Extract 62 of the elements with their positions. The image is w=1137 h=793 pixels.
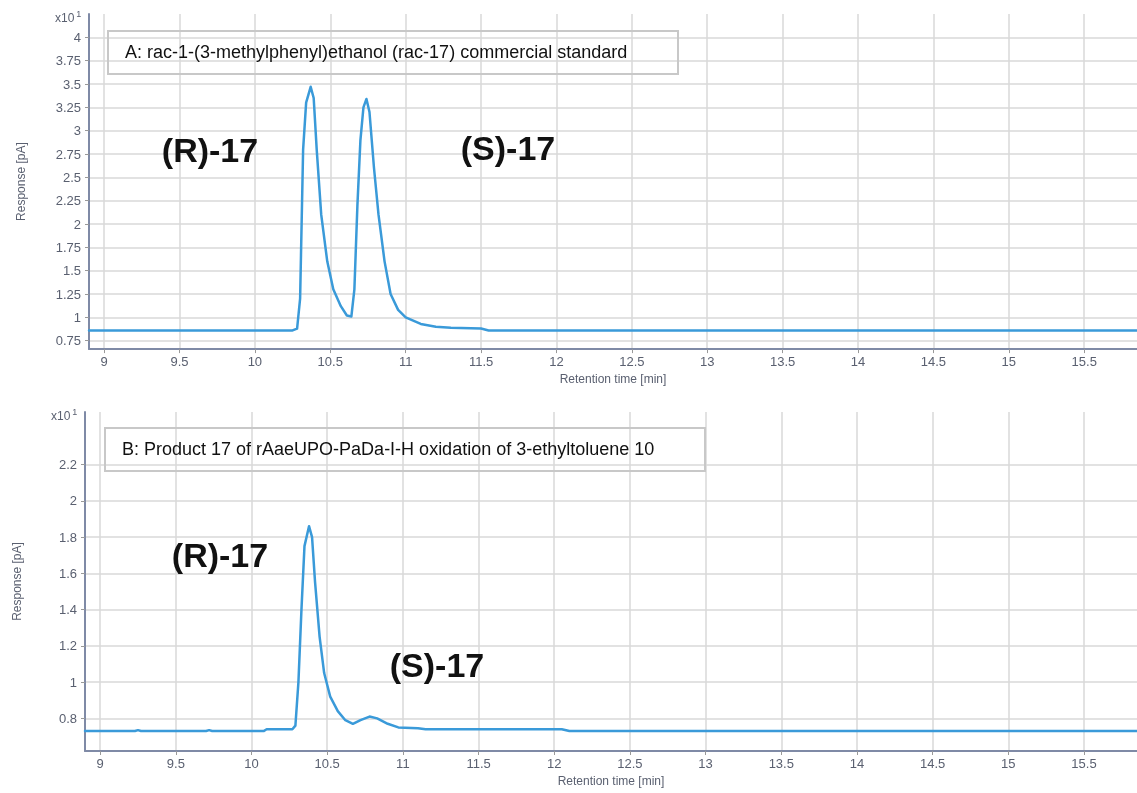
y-tick-label: 1.8 — [58, 529, 77, 545]
annotation: (S)-17 — [460, 129, 556, 167]
y-tick-label: 1 — [73, 309, 81, 325]
y-tick-label: 2.2 — [58, 457, 77, 473]
y-tick-label: 2.5 — [62, 169, 81, 185]
x-tick-label: 10 — [247, 354, 263, 370]
y-tick-label: 0.75 — [55, 333, 81, 349]
y-tick-label: 4 — [73, 29, 81, 45]
x-tick-label: 10.5 — [317, 354, 343, 370]
x-tick-label: 14 — [849, 756, 865, 771]
y-tick-label: 1.2 — [58, 638, 77, 654]
x-tick-label: 14.5 — [920, 756, 946, 771]
line-series — [87, 85, 1137, 332]
x-tick-label: 12 — [547, 756, 562, 771]
x-tick-label: 14 — [850, 354, 866, 370]
x-tick-label: 12.5 — [619, 354, 645, 370]
x-tick-label: 15.5 — [1071, 354, 1097, 370]
x-tick-label: 10.5 — [314, 756, 340, 771]
y-tick-label: 1.6 — [58, 565, 77, 581]
x-tick-label: 15 — [1001, 756, 1016, 771]
y-axis-title: Response [pA] — [14, 142, 28, 221]
y-tick-label: 2 — [73, 216, 81, 232]
y-tick-label: 2.25 — [55, 193, 81, 209]
y-tick-label: 2 — [69, 493, 77, 509]
annotation: (R)-17 — [171, 536, 269, 574]
y-tick-label: 3.75 — [55, 53, 81, 69]
x-tick-label: 13.5 — [768, 756, 794, 771]
x-axis-title: Retention time [min] — [557, 773, 665, 788]
y-tick-label: 0.8 — [58, 710, 77, 726]
annotation: (S)-17 — [389, 646, 485, 684]
x-tick-label: 13.5 — [769, 354, 796, 370]
y-tick-label: 3.5 — [62, 76, 81, 92]
x-axis-title: Retention time [min] — [559, 372, 667, 386]
x-tick-label: 13 — [698, 756, 713, 771]
x-tick-label: 9 — [96, 756, 104, 771]
x-tick-label: 15 — [1001, 354, 1017, 370]
text: A: rac-1-(3-methylphenyl)ethanol (rac-17) commercial standard — [107, 30, 680, 75]
x-tick-label: 9.5 — [170, 354, 189, 370]
x-tick-label: 13 — [700, 354, 715, 370]
annotation: (R)-17 — [161, 131, 259, 169]
y-tick-label: 1.5 — [62, 263, 81, 279]
y-axis-title: Response [pA] — [10, 542, 24, 621]
y-tick-label: 3 — [73, 123, 81, 139]
x-tick-label: 12 — [549, 354, 564, 370]
text: B: Product 17 of rAaeUPO-PaDa-I-H oxidation of 3-ethyltoluene 10 — [104, 427, 707, 472]
x-tick-label: 11 — [396, 756, 410, 771]
y-tick-label: 1.75 — [55, 239, 81, 255]
x-tick-label: 11.5 — [466, 756, 491, 771]
x-tick-label: 9.5 — [166, 756, 185, 771]
line-series — [83, 524, 1137, 733]
x-tick-label: 10 — [244, 756, 259, 771]
y-tick-label: 2.75 — [55, 146, 81, 162]
x-tick-label: 9 — [100, 354, 108, 370]
x-tick-label: 12.5 — [617, 756, 643, 771]
y-tick-label: 1.4 — [58, 602, 77, 618]
y-tick-label: 3.25 — [55, 99, 81, 115]
x-tick-label: 15.5 — [1071, 756, 1097, 771]
y-tick-label: 1 — [69, 674, 77, 690]
y-tick-label: 1.25 — [55, 286, 81, 302]
x-tick-label: 11.5 — [468, 354, 494, 370]
x-tick-label: 11 — [398, 354, 413, 370]
x-tick-label: 14.5 — [920, 354, 947, 370]
